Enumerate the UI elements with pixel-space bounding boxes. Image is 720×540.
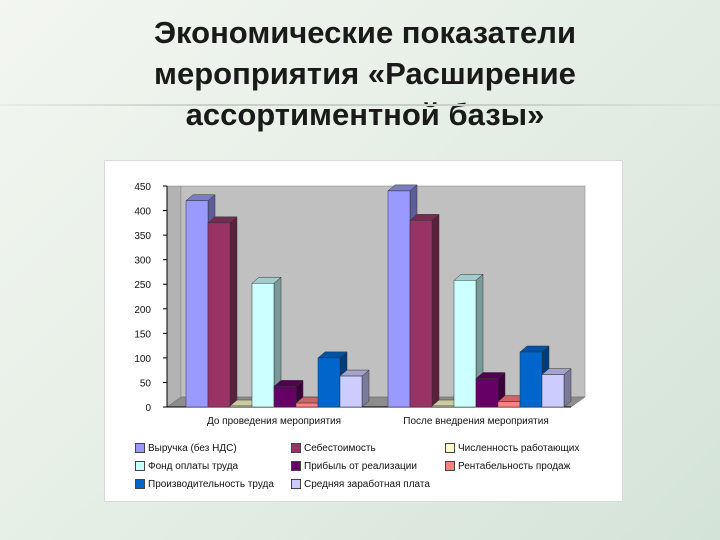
- x-category-label: До проведения мероприятия: [207, 416, 341, 427]
- bar-front: [317, 357, 341, 408]
- bar-front: [453, 280, 477, 408]
- y-tick-label: 300: [134, 256, 151, 267]
- bar-side: [229, 216, 238, 408]
- legend-swatch: [445, 443, 455, 453]
- chart-bars: [185, 184, 572, 408]
- bar: [541, 368, 572, 408]
- bar-side: [563, 368, 572, 408]
- legend-swatch: [135, 479, 145, 489]
- legend-swatch: [135, 461, 145, 471]
- legend-item: Прибыль от реализации: [291, 461, 417, 473]
- y-tick-label: 100: [134, 354, 151, 365]
- chart-legend: Выручка (без НДС) Себестоимость Численност…: [135, 443, 615, 499]
- bar-front: [497, 401, 521, 408]
- y-tick-label: 150: [134, 329, 151, 340]
- bar: [251, 276, 282, 408]
- bar-front: [409, 220, 433, 408]
- y-tick-label: 350: [134, 231, 151, 242]
- legend-label: Производительность труда: [148, 479, 274, 490]
- bar: [339, 369, 370, 408]
- title-line-1: Экономические показатели: [153, 15, 577, 50]
- legend-label: Средняя заработная плата: [304, 479, 430, 490]
- y-tick-label: 50: [140, 378, 152, 389]
- legend-item: Фонд оплаты труда: [135, 461, 238, 473]
- legend-label: Фонд оплаты труда: [148, 461, 239, 472]
- legend-label: Рентабельность продаж: [458, 461, 571, 472]
- legend-item: Средняя заработная плата: [291, 479, 430, 491]
- legend-item: Себестоимость: [291, 443, 376, 455]
- bar: [273, 379, 304, 408]
- bar-side: [361, 369, 370, 408]
- title-line-3: ассортиментной базы»: [185, 97, 545, 132]
- bar-front: [431, 405, 455, 408]
- bar-front: [475, 378, 499, 408]
- bar-front: [295, 402, 319, 408]
- bar-chart: 0 50 100 150 200 250 300 350 400 450 До проведени…: [134, 182, 586, 427]
- legend-swatch: [445, 461, 455, 471]
- x-axis-labels: До проведения мероприятия После внедрения…: [207, 416, 549, 427]
- slide-title: Экономические показатели мероприятия «Ра…: [95, 12, 635, 135]
- bar: [207, 216, 238, 408]
- side-wall: [166, 185, 182, 408]
- legend-swatch: [135, 443, 145, 453]
- legend-label: Выручка (без НДС): [148, 443, 237, 454]
- y-tick-label: 200: [134, 305, 151, 316]
- bar-front: [207, 222, 231, 408]
- bar-front: [273, 386, 297, 408]
- bar-front: [519, 351, 543, 408]
- chart-panel: 0 50 100 150 200 250 300 350 400 450 До проведени…: [104, 160, 623, 502]
- x-category-label: После внедрения мероприятия: [403, 416, 548, 427]
- y-tick-label: 450: [134, 182, 151, 193]
- back-wall: [180, 185, 586, 398]
- legend-item: Численность работающих: [445, 443, 579, 455]
- legend-swatch: [291, 461, 301, 471]
- bar-front: [185, 200, 209, 408]
- legend-label: Себестоимость: [304, 443, 376, 454]
- bar-side: [431, 213, 440, 408]
- y-tick-label: 0: [145, 403, 151, 414]
- bar-front: [541, 374, 565, 408]
- legend-label: Прибыль от реализации: [304, 461, 417, 472]
- bar: [475, 371, 506, 408]
- title-divider: [0, 104, 720, 106]
- bar-front: [251, 282, 275, 408]
- bar: [409, 213, 440, 408]
- bar-front: [229, 405, 253, 408]
- legend-swatch: [291, 443, 301, 453]
- bar-front: [387, 190, 411, 408]
- legend-item: Выручка (без НДС): [135, 443, 237, 455]
- bar-front: [339, 375, 363, 408]
- legend-label: Численность работающих: [458, 443, 580, 454]
- legend-item: Производительность труда: [135, 479, 274, 491]
- y-tick-label: 400: [134, 207, 151, 218]
- y-tick-label: 250: [134, 280, 151, 291]
- legend-swatch: [291, 479, 301, 489]
- legend-item: Рентабельность продаж: [445, 461, 570, 473]
- title-line-2: мероприятия «Расширение: [154, 56, 576, 91]
